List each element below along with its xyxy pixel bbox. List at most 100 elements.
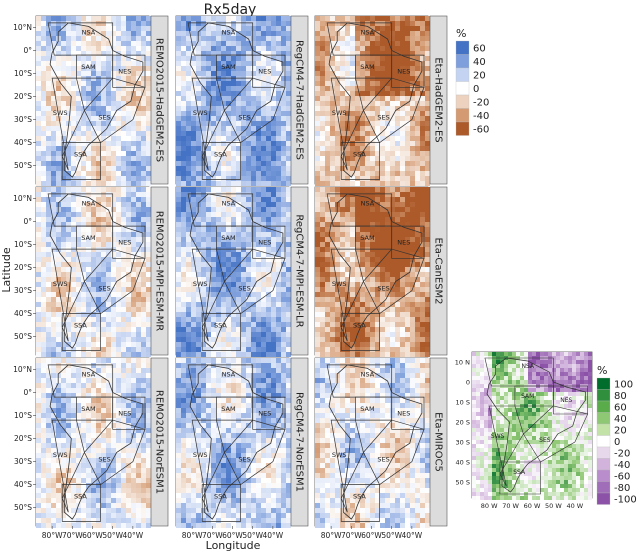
region-label: SAM: [81, 63, 95, 71]
region-label: NES: [118, 239, 131, 247]
region-label: SES: [98, 285, 110, 293]
legend-unit: %: [456, 27, 466, 40]
legend-label: 40: [473, 57, 486, 68]
region-label: SES: [238, 114, 250, 122]
region-label: SAM: [81, 405, 95, 413]
region-label: SES: [539, 437, 551, 444]
x-tick-label: 60°W: [361, 531, 382, 540]
region-label: NSA: [222, 370, 236, 378]
panel-label: RegCM4-7-HadGEM2-ES: [294, 40, 305, 160]
inset-x-tick-label: 60 W: [524, 502, 541, 510]
legend-label: -20: [614, 448, 630, 459]
change-field: [176, 187, 291, 357]
y-tick-label: 30°S: [14, 286, 32, 295]
region-label: SSA: [353, 150, 366, 158]
map-panel: NSA SAM NES SWS SES SSA REMO2015-NorESM1: [35, 357, 169, 528]
region-label: NES: [258, 68, 271, 76]
y-tick-label: 10°N: [13, 194, 32, 203]
panel-strip: [290, 15, 309, 185]
legend-label: 60: [473, 43, 486, 54]
inset-y-tick-label: 0: [466, 379, 470, 387]
y-axis-label: Latitude: [0, 247, 13, 293]
legend-label: 0: [473, 84, 479, 95]
region-label: NES: [118, 410, 131, 418]
change-field: [315, 187, 430, 357]
region-label: NSA: [361, 28, 375, 36]
y-tick-label: 40°S: [14, 309, 32, 318]
change-field: [315, 358, 430, 528]
legend-label: 40: [614, 414, 627, 425]
panel-strip: [290, 357, 309, 527]
region-label: SWS: [193, 109, 208, 117]
x-tick-label: 80°W: [182, 531, 203, 540]
panel-strip: [429, 186, 448, 356]
agreement-panel: NSA SAM NES SWS SES SSA 10 N 0 10 S 20 S 30 S 40 S 5…: [455, 351, 593, 510]
panel-strip: [150, 186, 169, 356]
panel-label: Eta-MIROC5: [433, 412, 444, 472]
region-label: SSA: [74, 492, 87, 500]
inset-x-tick-label: 80 W: [481, 502, 498, 510]
x-tick-label: 70°W: [202, 531, 223, 540]
map-panel: NSA SAM NES SWS SES SSA Eta-HadGEM2-ES: [314, 15, 448, 186]
inset-x-tick-label: 50 W: [545, 502, 562, 510]
region-label: SSA: [513, 469, 526, 476]
x-tick-label: 50°W: [381, 531, 402, 540]
map-panel: NSA SAM NES SWS SES SSA Eta-CanESM2: [314, 186, 448, 357]
legend-label: 20: [614, 425, 627, 436]
inset-y-tick-label: 50 S: [456, 479, 470, 487]
change-legend: % 60 40 20 0 -20 -40 -60: [455, 27, 489, 136]
region-label: SWS: [193, 280, 208, 288]
region-label: NSA: [521, 363, 534, 370]
panel-label: RegCM4-7-NorESM1: [294, 392, 305, 492]
legend-swatch: [455, 67, 470, 82]
legend-swatch: [596, 423, 611, 436]
legend-swatch: [455, 40, 470, 55]
axis-ticks: 10°N 0° 10°S 20°S 30°S 40°S 50°S 10°N 0° 10°S 20°S…: [13, 23, 423, 540]
region-label: SAM: [221, 234, 235, 242]
panel-label: REMO2015-HadGEM2-ES: [154, 38, 165, 162]
legend-label: -20: [473, 97, 489, 108]
y-tick-label: 20°S: [14, 92, 32, 101]
panel-label: Eta-CanESM2: [433, 237, 444, 304]
region-label: SAM: [360, 234, 374, 242]
legend-label: 60: [614, 402, 627, 413]
region-label: SES: [98, 456, 110, 464]
region-label: SSA: [353, 492, 366, 500]
region-label: NSA: [222, 28, 236, 36]
legend-swatch: [455, 94, 470, 109]
y-tick-label: 10°N: [13, 365, 32, 374]
region-label: SES: [238, 285, 250, 293]
legend-swatch: [596, 492, 611, 505]
panel-label: REMO2015-NorESM1: [154, 390, 165, 494]
region-label: SES: [377, 285, 389, 293]
change-field: [36, 187, 151, 357]
legend-label: -100: [614, 494, 637, 505]
inset-y-tick-label: 20 S: [456, 419, 470, 427]
legend-label: -40: [473, 111, 489, 122]
map-panel: NSA SAM NES SWS SES SSA REMO2015-MPI-ESM-MR: [35, 186, 169, 357]
y-tick-label: 20°S: [14, 434, 32, 443]
panel-strip: [429, 357, 448, 527]
map-panel: NSA SAM NES SWS SES SSA RegCM4-7-MPI-ESM-LR: [175, 186, 309, 357]
region-label: SAM: [360, 63, 374, 71]
region-label: SAM: [221, 405, 235, 413]
legend-swatch: [596, 400, 611, 413]
region-label: NSA: [222, 199, 236, 207]
region-label: SAM: [221, 63, 235, 71]
region-label: SWS: [332, 451, 347, 459]
legend-swatch: [596, 377, 611, 390]
region-label: NSA: [82, 199, 96, 207]
region-label: SAM: [360, 405, 374, 413]
y-tick-label: 0°: [23, 388, 32, 397]
region-label: SES: [377, 456, 389, 464]
change-field: [36, 16, 151, 186]
region-label: NES: [397, 410, 410, 418]
region-label: SSA: [214, 321, 227, 329]
x-tick-label: 40°W: [262, 531, 283, 540]
legend-swatch: [455, 108, 470, 123]
region-label: SSA: [74, 150, 87, 158]
x-tick-label: 60°W: [222, 531, 243, 540]
region-label: SWS: [491, 433, 505, 440]
legend-label: -60: [473, 124, 489, 135]
y-tick-label: 10°S: [14, 240, 32, 249]
